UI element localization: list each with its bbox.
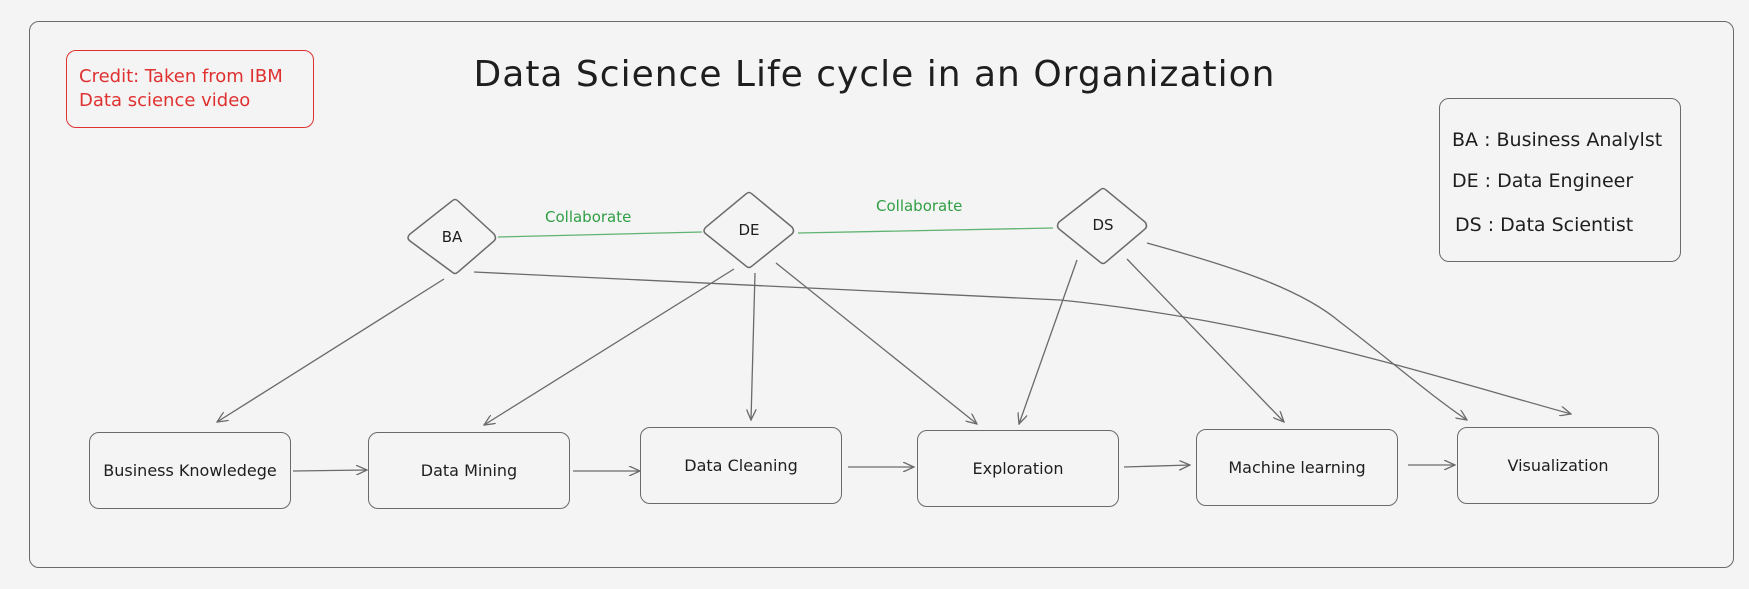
arrow-de-to-exploration [775,262,977,424]
arrow-ba-to-business-knowledge [217,278,445,422]
role-diamond-ds [1056,187,1148,265]
diagram-frame [29,21,1734,568]
arrow-de-to-data-mining [484,268,735,425]
legend-item-ds: DS : Data Scientist [1455,214,1634,236]
stage-visualization: Visualization [1457,427,1659,504]
stage-business-knowledge: Business Knowledege [89,432,291,509]
collaborate-label-ba-de: Collaborate [545,208,632,226]
legend-item-ba: BA : Business Analylst [1452,129,1663,151]
arrow-ba-to-visualization [473,271,1571,414]
arrow-de-to-data-cleaning [751,272,755,420]
arrow-ds-to-visualization [1146,242,1467,420]
role-label-ba: BA [441,228,463,246]
arrow-stage-1-2 [292,470,367,471]
diagram-title: Data Science Life cycle in an Organizati… [473,54,1276,95]
role-label-ds: DS [1092,216,1114,234]
arrow-ds-to-exploration [1019,259,1078,424]
role-label-de: DE [738,221,760,239]
credit-line-2: Data science video [79,90,251,111]
role-legend: BA : Business Analylst DE : Data Enginee… [1439,98,1681,262]
stage-data-cleaning: Data Cleaning [640,427,842,504]
legend-item-de: DE : Data Engineer [1452,170,1634,192]
stage-data-mining: Data Mining [368,432,570,509]
collaborate-line-ba-de [497,231,703,238]
credit-line-1: Credit: Taken from IBM [79,66,283,87]
credit-note: Credit: Taken from IBM Data science vide… [66,50,314,128]
arrow-ds-to-machine-learning [1126,258,1284,422]
collaborate-line-de-ds [797,227,1054,234]
arrow-stage-4-5 [1123,465,1190,467]
role-diamond-ba [407,198,497,275]
stage-machine-learning: Machine learning [1196,429,1398,506]
stage-exploration: Exploration [917,430,1119,507]
collaborate-label-de-ds: Collaborate [876,197,963,215]
role-diamond-de [703,191,795,269]
